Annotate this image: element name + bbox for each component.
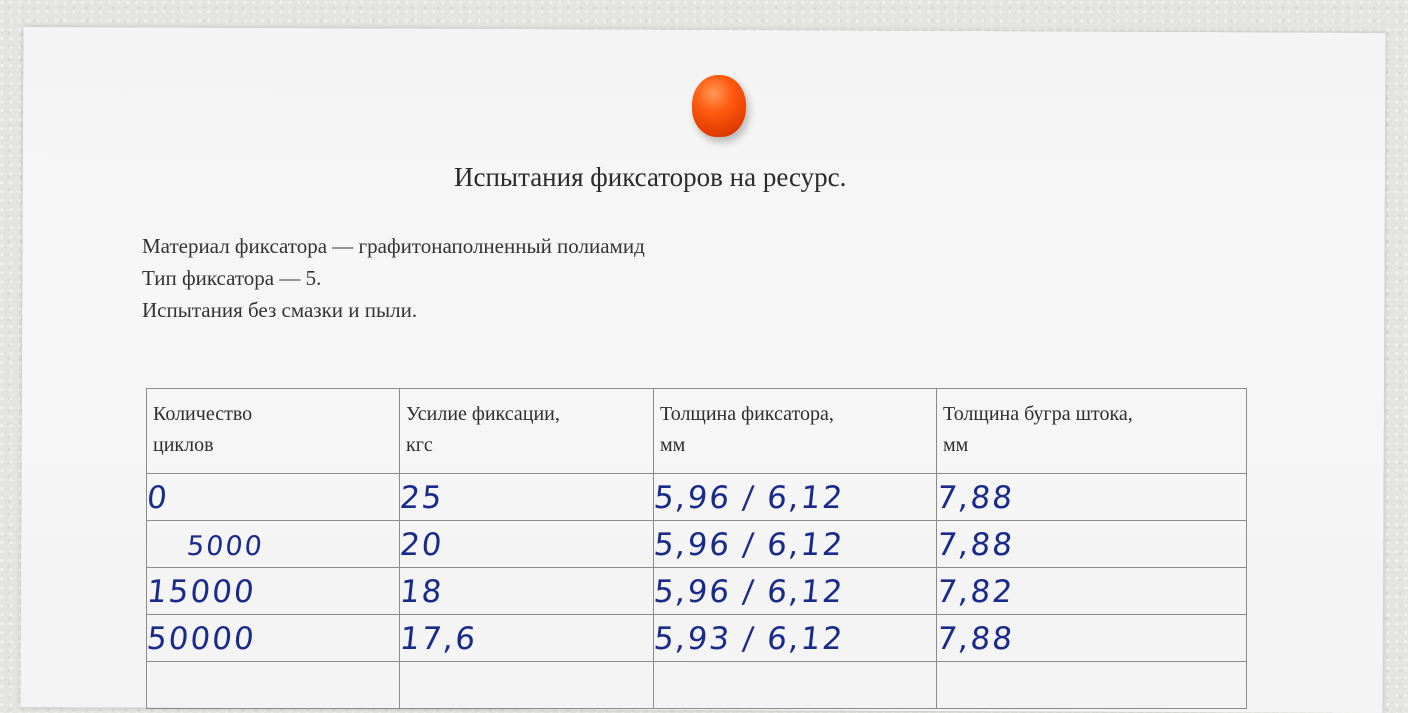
cell-force: 20: [398, 520, 654, 568]
document-title: Испытания фиксаторов на ресурс.: [454, 162, 847, 192]
table-row: 15000 18 5,96 / 6,12 7,82: [145, 567, 1247, 615]
header-latch-thickness: Толщина фиксатора, мм: [653, 388, 937, 474]
push-pin-icon: [692, 75, 746, 137]
table-header-row: Количество циклов Усилие фиксации, кгс Тол…: [146, 388, 1247, 474]
info-type: Тип фиксатора — 5.: [142, 266, 322, 290]
table-row: 50000 17,6 5,93 / 6,12 7,88: [145, 614, 1247, 662]
cell-force: 17,6: [398, 614, 654, 662]
cell-latch-thickness: 5,96 / 6,12: [652, 567, 937, 615]
cell-latch-thickness: 5,96 / 6,12: [652, 520, 937, 568]
cell-force: 18: [398, 567, 654, 615]
cell-cycles: 50000: [145, 614, 400, 662]
cell-cycles: 15000: [145, 567, 400, 615]
cell-cycles: 5000: [146, 520, 400, 568]
table-row: 0 25 5,96 / 6,12 7,88: [145, 473, 1247, 521]
cell-rod-thickness: 7,88: [935, 473, 1247, 521]
cell-cycles: [146, 661, 400, 709]
cell-cycles: 0: [145, 473, 400, 521]
info-conditions: Испытания без смазки и пыли.: [142, 298, 418, 322]
cell-latch-thickness: 5,93 / 6,12: [652, 614, 937, 662]
cell-rod-thickness: 7,82: [935, 567, 1247, 615]
cell-force: 25: [398, 473, 654, 521]
cell-latch-thickness: [653, 661, 937, 709]
cell-rod-thickness: 7,88: [935, 520, 1247, 568]
cell-rod-thickness: [936, 661, 1247, 709]
header-cycles: Количество циклов: [146, 388, 400, 474]
header-force: Усилие фиксации, кгс: [399, 388, 654, 474]
cell-rod-thickness: 7,88: [935, 614, 1247, 662]
table-row: 5000 20 5,96 / 6,12 7,88: [146, 520, 1247, 568]
info-material: Материал фиксатора — графитонаполненный …: [142, 234, 645, 258]
results-table: Количество циклов Усилие фиксации, кгс Тол…: [145, 388, 1247, 709]
cell-latch-thickness: 5,96 / 6,12: [652, 473, 937, 521]
header-rod-thickness: Толщина бугра штока, мм: [936, 388, 1247, 474]
cell-force: [399, 661, 654, 709]
table-row: [146, 661, 1247, 709]
